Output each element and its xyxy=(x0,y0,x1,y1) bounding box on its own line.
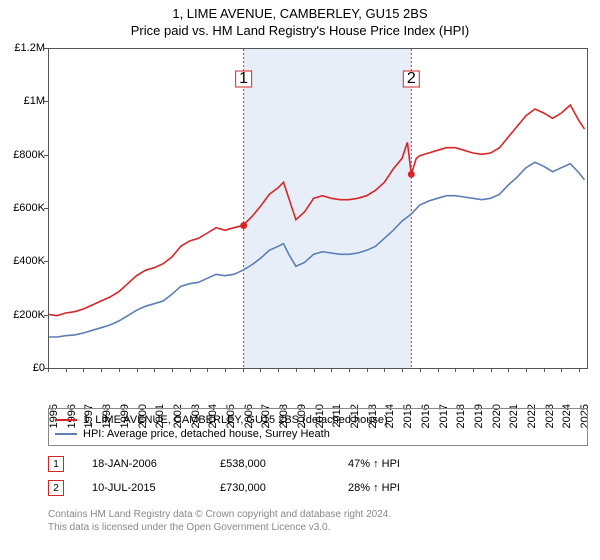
y-tick xyxy=(44,315,48,316)
marker-flag-2: 2 xyxy=(403,70,419,87)
legend-swatch xyxy=(55,419,77,421)
x-tick xyxy=(508,368,509,372)
x-tick xyxy=(101,368,102,372)
svg-text:2: 2 xyxy=(407,70,416,87)
x-tick xyxy=(331,368,332,372)
plot-area: 12 xyxy=(48,48,588,368)
x-tick xyxy=(278,368,279,372)
x-tick xyxy=(455,368,456,372)
x-tick xyxy=(349,368,350,372)
sales-row: 1 18-JAN-2006 £538,000 47% ↑ HPI xyxy=(48,452,588,476)
x-tick xyxy=(491,368,492,372)
sales-row-badge: 2 xyxy=(48,480,64,496)
x-tick xyxy=(561,368,562,372)
footer-line2: This data is licensed under the Open Gov… xyxy=(48,521,588,534)
footer-line1: Contains HM Land Registry data © Crown c… xyxy=(48,508,588,521)
sale-dot-1 xyxy=(240,222,247,229)
sales-table: 1 18-JAN-2006 £538,000 47% ↑ HPI 2 10-JUL-201… xyxy=(48,452,588,500)
x-tick xyxy=(420,368,421,372)
legend: 1, LIME AVENUE, CAMBERLEY, GU15 2BS (det… xyxy=(48,408,588,446)
sales-row-delta: 28% ↑ HPI xyxy=(348,482,448,494)
legend-item: 1, LIME AVENUE, CAMBERLEY, GU15 2BS (det… xyxy=(55,413,581,427)
shaded-band xyxy=(244,49,412,369)
footer-note: Contains HM Land Registry data © Crown c… xyxy=(48,508,588,534)
x-tick xyxy=(225,368,226,372)
x-axis-line xyxy=(48,368,588,369)
sales-row-date: 10-JUL-2015 xyxy=(92,482,192,494)
x-tick xyxy=(526,368,527,372)
sales-row: 2 10-JUL-2015 £730,000 28% ↑ HPI xyxy=(48,476,588,500)
y-tick-label: £1.2M xyxy=(14,42,45,54)
x-tick xyxy=(207,368,208,372)
x-tick xyxy=(48,368,49,372)
x-tick xyxy=(544,368,545,372)
x-tick xyxy=(384,368,385,372)
x-tick xyxy=(473,368,474,372)
x-tick xyxy=(260,368,261,372)
y-tick xyxy=(44,208,48,209)
y-tick-label: £800K xyxy=(13,149,45,161)
y-tick-label: £400K xyxy=(13,255,45,267)
legend-label: 1, LIME AVENUE, CAMBERLEY, GU15 2BS (det… xyxy=(83,414,388,426)
svg-text:1: 1 xyxy=(239,70,248,87)
x-tick xyxy=(83,368,84,372)
title-line1: 1, LIME AVENUE, CAMBERLEY, GU15 2BS xyxy=(0,6,600,21)
title-block: 1, LIME AVENUE, CAMBERLEY, GU15 2BS Pric… xyxy=(0,0,600,40)
x-tick xyxy=(66,368,67,372)
plot-svg: 12 xyxy=(48,49,587,368)
x-tick xyxy=(296,368,297,372)
x-tick xyxy=(438,368,439,372)
x-tick xyxy=(172,368,173,372)
x-tick xyxy=(119,368,120,372)
sales-row-date: 18-JAN-2006 xyxy=(92,458,192,470)
legend-label: HPI: Average price, detached house, Surr… xyxy=(83,428,330,440)
x-tick xyxy=(314,368,315,372)
legend-item: HPI: Average price, detached house, Surr… xyxy=(55,427,581,441)
y-tick-label: £200K xyxy=(13,309,45,321)
x-tick xyxy=(154,368,155,372)
y-axis-line xyxy=(48,48,49,368)
legend-swatch xyxy=(55,433,77,435)
y-tick xyxy=(44,101,48,102)
marker-flag-1: 1 xyxy=(236,70,252,87)
x-tick xyxy=(243,368,244,372)
y-tick xyxy=(44,48,48,49)
sales-row-price: £538,000 xyxy=(220,458,320,470)
x-tick xyxy=(190,368,191,372)
sale-dot-2 xyxy=(408,171,415,178)
x-tick xyxy=(402,368,403,372)
x-tick xyxy=(137,368,138,372)
x-tick xyxy=(579,368,580,372)
x-tick xyxy=(367,368,368,372)
sales-row-badge: 1 xyxy=(48,456,64,472)
chart-container: 1, LIME AVENUE, CAMBERLEY, GU15 2BS Pric… xyxy=(0,0,600,560)
sales-row-delta: 47% ↑ HPI xyxy=(348,458,448,470)
title-line2: Price paid vs. HM Land Registry's House … xyxy=(0,23,600,38)
y-tick xyxy=(44,155,48,156)
y-tick-label: £1M xyxy=(24,95,45,107)
y-tick-label: £600K xyxy=(13,202,45,214)
sales-row-price: £730,000 xyxy=(220,482,320,494)
y-tick xyxy=(44,261,48,262)
